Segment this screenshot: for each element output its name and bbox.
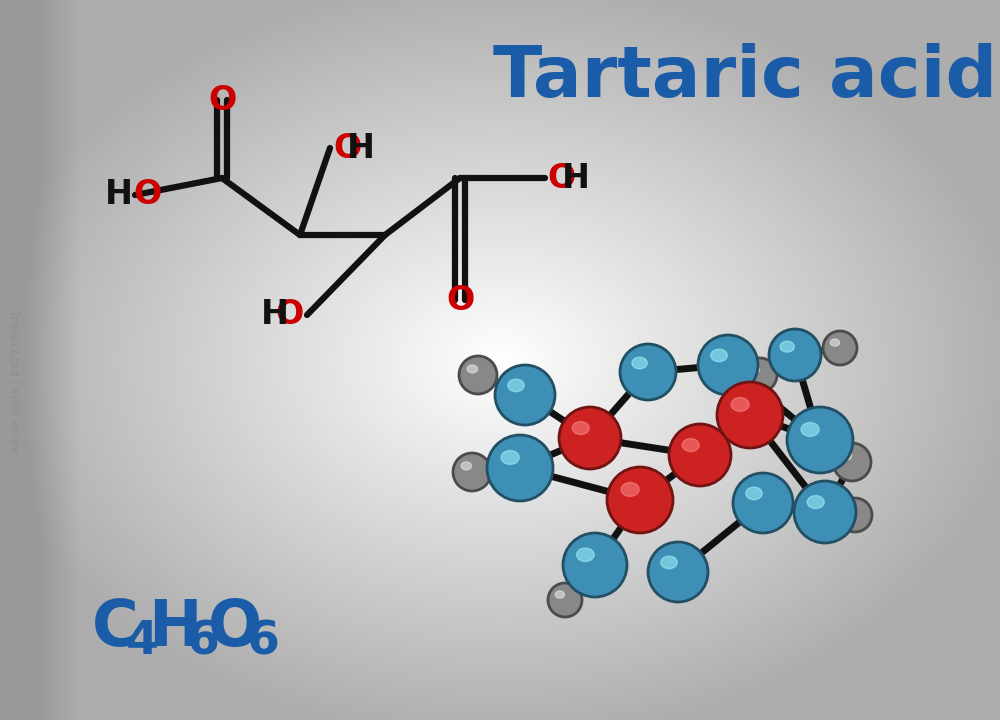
Text: 4: 4 xyxy=(126,619,159,665)
Text: Tartaric acid: Tartaric acid xyxy=(493,43,997,112)
Ellipse shape xyxy=(807,495,824,508)
Circle shape xyxy=(453,453,491,491)
Ellipse shape xyxy=(682,438,699,451)
Circle shape xyxy=(620,344,676,400)
Circle shape xyxy=(787,407,853,473)
Ellipse shape xyxy=(467,365,478,373)
Circle shape xyxy=(559,407,621,469)
Ellipse shape xyxy=(841,452,852,460)
Circle shape xyxy=(794,481,856,543)
Ellipse shape xyxy=(577,548,594,562)
Ellipse shape xyxy=(461,462,472,470)
Circle shape xyxy=(743,358,777,392)
Circle shape xyxy=(733,473,793,533)
Circle shape xyxy=(648,542,708,602)
Text: H: H xyxy=(261,299,289,331)
Ellipse shape xyxy=(845,506,855,513)
Circle shape xyxy=(607,467,673,533)
Circle shape xyxy=(833,443,871,481)
Circle shape xyxy=(548,583,582,617)
Circle shape xyxy=(459,356,497,394)
Circle shape xyxy=(717,382,783,448)
Ellipse shape xyxy=(746,487,762,500)
Ellipse shape xyxy=(731,397,749,411)
Text: H: H xyxy=(347,132,375,164)
Ellipse shape xyxy=(661,556,677,569)
Circle shape xyxy=(487,435,553,501)
Circle shape xyxy=(698,335,758,395)
Text: H: H xyxy=(562,161,590,194)
Text: 6: 6 xyxy=(186,619,219,665)
Ellipse shape xyxy=(508,379,524,392)
Text: O: O xyxy=(446,284,474,317)
Text: O: O xyxy=(333,132,361,164)
Ellipse shape xyxy=(572,422,589,435)
Ellipse shape xyxy=(830,339,840,346)
Circle shape xyxy=(838,498,872,532)
Text: O: O xyxy=(208,84,236,117)
Text: O: O xyxy=(208,597,262,659)
Ellipse shape xyxy=(801,423,819,436)
Ellipse shape xyxy=(501,451,519,464)
Text: H: H xyxy=(148,597,202,659)
Text: 6: 6 xyxy=(246,619,279,665)
Circle shape xyxy=(669,424,731,486)
Ellipse shape xyxy=(632,357,647,369)
Ellipse shape xyxy=(555,591,565,598)
Text: O: O xyxy=(547,161,575,194)
Ellipse shape xyxy=(621,482,639,496)
Text: C: C xyxy=(92,597,139,659)
Text: Adobe Stock | #427239845: Adobe Stock | #427239845 xyxy=(12,308,22,452)
Ellipse shape xyxy=(780,341,794,352)
Text: O: O xyxy=(276,299,304,331)
Text: H: H xyxy=(105,179,133,212)
Text: O: O xyxy=(133,179,161,212)
Ellipse shape xyxy=(750,366,760,373)
Circle shape xyxy=(563,533,627,597)
Circle shape xyxy=(495,365,555,425)
Ellipse shape xyxy=(711,349,727,361)
Circle shape xyxy=(823,331,857,365)
Circle shape xyxy=(769,329,821,381)
